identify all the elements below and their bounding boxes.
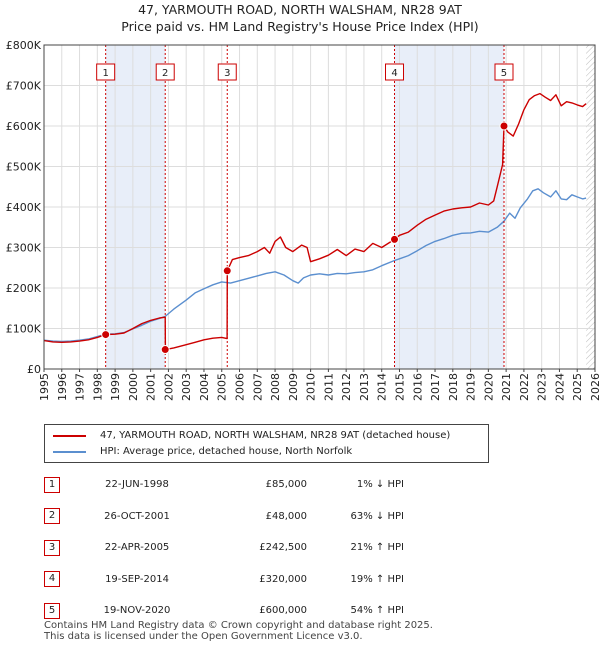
footer-line-copyright: Contains HM Land Registry data © Crown c…: [44, 620, 433, 631]
table-row: 1 22-JUN-1998 £85,000 1% ↓ HPI: [44, 469, 404, 501]
footer-attribution: Contains HM Land Registry data © Crown c…: [44, 620, 433, 642]
x-tick-label: 2012: [340, 373, 353, 401]
y-tick-label: £200K: [6, 282, 42, 295]
sale-point: [390, 234, 400, 244]
sale-number-badge: 3: [44, 539, 60, 556]
y-tick-label: £500K: [6, 161, 42, 174]
sale-point: [160, 345, 170, 355]
footer-line-licence: This data is licensed under the Open Gov…: [44, 631, 363, 642]
sale-marker-label: 2: [162, 68, 168, 79]
sale-hpi-diff: 54% ↑ HPI: [350, 605, 404, 617]
x-tick-label: 2001: [145, 373, 158, 401]
x-tick-label: 2008: [269, 373, 282, 401]
x-tick-label: 2004: [198, 373, 211, 401]
table-row: 4 19-SEP-2014 £320,000 19% ↑ HPI: [44, 564, 404, 596]
x-tick-label: 2020: [482, 373, 495, 401]
sale-number-badge: 2: [44, 508, 60, 525]
legend-item-property: 47, YARMOUTH ROAD, NORTH WALSHAM, NR28 9…: [53, 430, 450, 441]
x-tick-label: 2002: [162, 373, 175, 401]
x-tick-label: 2010: [305, 373, 318, 401]
sale-price: £85,000: [265, 479, 307, 491]
sale-date: 22-APR-2005: [104, 542, 170, 554]
chart-title: 47, YARMOUTH ROAD, NORTH WALSHAM, NR28 9…: [138, 2, 462, 17]
x-tick-label: 2016: [411, 373, 424, 401]
x-tick-label: 1997: [74, 373, 87, 401]
y-tick-label: £800K: [6, 39, 42, 52]
sale-date: 19-NOV-2020: [103, 605, 171, 617]
sale-marker-label: 3: [224, 68, 230, 79]
x-tick-label: 1999: [109, 373, 122, 401]
sale-hpi-diff: 63% ↓ HPI: [350, 510, 404, 522]
legend-item-hpi: HPI: Average price, detached house, Nort…: [53, 446, 352, 457]
x-tick-label: 2013: [358, 373, 371, 401]
x-tick-label: 2015: [393, 373, 406, 401]
table-row: 2 26-OCT-2001 £48,000 63% ↓ HPI: [44, 501, 404, 533]
sale-hpi-diff: 21% ↑ HPI: [350, 542, 404, 554]
sale-hpi-diff: 19% ↑ HPI: [350, 573, 404, 585]
sale-date: 26-OCT-2001: [104, 510, 170, 522]
x-tick-label: 2025: [571, 373, 584, 401]
sale-marker-box: [494, 63, 514, 81]
x-tick-label: 1998: [91, 373, 104, 401]
plot-frame: [43, 44, 596, 370]
y-tick-label: £100K: [6, 323, 42, 336]
legend-swatch-property: [53, 434, 86, 437]
sale-number-badge: 1: [44, 476, 60, 493]
sale-hpi-diff: 1% ↓ HPI: [356, 479, 404, 491]
sale-marker-box: [96, 63, 116, 81]
sale-marker-label: 1: [102, 68, 108, 79]
sale-marker-box: [385, 63, 405, 81]
sale-number-badge: 4: [44, 571, 60, 588]
y-tick-label: £400K: [6, 201, 42, 214]
x-tick-label: 2011: [322, 373, 335, 401]
sale-date: 19-SEP-2014: [105, 573, 169, 585]
x-tick-label: 2023: [536, 373, 549, 401]
x-tick-label: 2009: [287, 373, 300, 401]
y-tick-label: £0: [27, 363, 41, 376]
legend-label-property: 47, YARMOUTH ROAD, NORTH WALSHAM, NR28 9…: [100, 430, 451, 441]
x-tick-label: 2000: [127, 373, 140, 401]
hpi-line: [43, 188, 587, 343]
sale-point: [101, 330, 111, 340]
x-tick-label: 2018: [447, 373, 460, 401]
sale-date: 22-JUN-1998: [105, 479, 169, 491]
legend-label-hpi: HPI: Average price, detached house, Nort…: [100, 446, 353, 457]
sales-table: 1 22-JUN-1998 £85,000 1% ↓ HPI 2 26-OCT-…: [44, 469, 404, 627]
table-row: 3 22-APR-2005 £242,500 21% ↑ HPI: [44, 532, 404, 564]
sale-marker-box: [217, 63, 237, 81]
x-tick-label: 1995: [38, 373, 51, 401]
y-tick-label: £600K: [6, 120, 42, 133]
x-tick-label: 2024: [553, 373, 566, 401]
x-tick-label: 2003: [180, 373, 193, 401]
x-tick-label: 2005: [216, 373, 229, 401]
x-tick-label: 2006: [234, 373, 247, 401]
sale-price: £320,000: [259, 573, 307, 585]
legend-swatch-hpi: [53, 450, 86, 453]
sale-price: £242,500: [259, 542, 307, 554]
sale-marker-label: 4: [391, 68, 397, 79]
legend: 47, YARMOUTH ROAD, NORTH WALSHAM, NR28 9…: [44, 424, 489, 463]
chart-subtitle: Price paid vs. HM Land Registry's House …: [121, 19, 479, 34]
x-tick-label: 2026: [589, 373, 600, 401]
table-row: 5 19-NOV-2020 £600,000 54% ↑ HPI: [44, 595, 404, 627]
x-tick-label: 2021: [500, 373, 513, 401]
x-tick-label: 1996: [56, 373, 69, 401]
price-chart: 1 2 3 4 5 £0 £100K £200K £300K £400K £500K £600K £7…: [6, 39, 600, 401]
sale-price: £600,000: [259, 605, 307, 617]
sale-marker-box: [155, 63, 175, 81]
property-price-line: [43, 92, 587, 351]
x-tick-label: 2007: [251, 373, 264, 401]
sale-point: [499, 121, 509, 131]
x-tick-label: 2017: [429, 373, 442, 401]
x-tick-label: 2022: [518, 373, 531, 401]
sale-price: £48,000: [265, 510, 307, 522]
sale-point: [222, 266, 232, 276]
y-tick-label: £300K: [6, 242, 42, 255]
sale-marker-label: 5: [501, 68, 507, 79]
y-tick-label: £700K: [6, 80, 42, 93]
x-tick-label: 2019: [465, 373, 478, 401]
x-tick-label: 2014: [376, 373, 389, 401]
sale-number-badge: 5: [44, 602, 60, 619]
